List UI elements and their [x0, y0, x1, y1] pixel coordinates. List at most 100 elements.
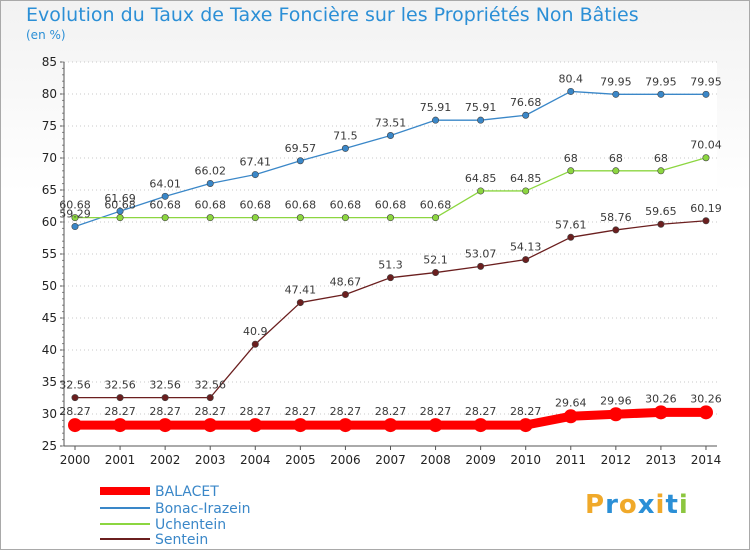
data-point — [567, 87, 575, 95]
data-label: 60.68 — [104, 199, 136, 212]
legend-label: Uchentein — [155, 517, 226, 533]
data-point — [612, 90, 620, 98]
data-point — [206, 179, 214, 187]
data-point — [477, 116, 485, 124]
data-label: 68 — [564, 152, 578, 165]
data-point — [386, 214, 394, 222]
y-tick-label: 35 — [42, 375, 57, 389]
data-label: 28.27 — [285, 405, 317, 418]
data-label: 57.61 — [555, 218, 587, 231]
data-point — [657, 90, 665, 98]
data-label: 53.07 — [465, 247, 497, 260]
x-tick-label: 2004 — [240, 453, 271, 467]
data-label: 28.27 — [420, 405, 452, 418]
logo-letter: i — [655, 490, 666, 520]
data-point — [567, 233, 575, 241]
legend-label: BALACET — [155, 484, 219, 500]
data-point — [116, 214, 124, 222]
x-tick-label: 2003 — [195, 453, 226, 467]
x-tick-label: 2007 — [375, 453, 406, 467]
y-tick-label: 55 — [42, 247, 57, 261]
logo-letter: o — [618, 490, 638, 520]
data-point — [612, 226, 620, 234]
x-tick-label: 2011 — [555, 453, 586, 467]
data-point — [68, 418, 82, 433]
y-tick-label: 40 — [42, 343, 57, 357]
data-label: 32.56 — [104, 379, 136, 392]
data-point — [341, 214, 349, 222]
data-point — [293, 418, 308, 433]
data-point — [161, 192, 169, 200]
data-point — [251, 171, 259, 179]
x-tick-label: 2013 — [646, 453, 677, 467]
data-label: 60.19 — [690, 202, 722, 215]
data-label: 60.68 — [330, 199, 362, 212]
x-tick-label: 2005 — [285, 453, 316, 467]
data-label: 40.9 — [243, 325, 268, 338]
data-label: 60.68 — [285, 199, 317, 212]
data-label: 47.41 — [285, 284, 317, 297]
data-label: 30.26 — [645, 392, 677, 405]
y-tick-label: 65 — [42, 183, 57, 197]
x-tick-label: 2001 — [105, 453, 136, 467]
logo-letter: r — [605, 490, 619, 520]
data-label: 67.41 — [240, 156, 272, 169]
data-label: 28.27 — [330, 405, 362, 418]
data-point — [653, 405, 668, 420]
data-point — [161, 214, 169, 222]
data-point — [612, 167, 620, 175]
legend-label: Sentein — [155, 532, 208, 548]
data-label: 29.64 — [555, 396, 587, 409]
data-point — [477, 262, 485, 270]
data-point — [608, 407, 623, 422]
data-point — [251, 340, 259, 348]
unit-label: (en %) — [26, 28, 66, 42]
logo-letter: t — [665, 490, 679, 520]
data-label: 28.27 — [104, 405, 136, 418]
data-label: 64.85 — [465, 172, 497, 185]
x-tick-label: 2009 — [465, 453, 496, 467]
data-label: 32.56 — [59, 379, 91, 392]
data-label: 51.3 — [378, 259, 403, 272]
data-label: 29.96 — [600, 394, 632, 407]
x-tick-label: 2006 — [330, 453, 361, 467]
data-label: 73.51 — [375, 117, 407, 130]
data-label: 69.57 — [285, 142, 317, 155]
y-tick-label: 85 — [42, 55, 57, 69]
data-point — [71, 214, 79, 222]
data-label: 52.1 — [423, 254, 448, 267]
data-point — [522, 256, 530, 264]
data-point — [203, 418, 218, 433]
data-label: 60.68 — [59, 199, 91, 212]
data-point — [567, 167, 575, 175]
y-tick-label: 80 — [42, 87, 57, 101]
data-point — [338, 418, 353, 433]
data-point — [522, 187, 530, 195]
data-point — [657, 220, 665, 228]
proxiti-logo: Proxiti — [585, 490, 689, 520]
y-tick-label: 30 — [42, 407, 57, 421]
data-point — [296, 157, 304, 165]
logo-letter: i — [678, 490, 689, 520]
data-point — [71, 394, 79, 402]
data-point — [386, 132, 394, 140]
data-label: 79.95 — [600, 75, 632, 88]
data-point — [428, 418, 443, 433]
data-point — [432, 214, 440, 222]
data-label: 61.69 — [104, 192, 136, 205]
data-point — [386, 274, 394, 282]
data-point — [563, 409, 578, 424]
data-point — [296, 214, 304, 222]
data-point — [432, 116, 440, 124]
x-tick-label: 2002 — [150, 453, 181, 467]
data-point — [161, 394, 169, 402]
y-tick-label: 60 — [42, 215, 57, 229]
data-point — [522, 111, 530, 119]
data-label: 71.5 — [333, 129, 358, 142]
data-point — [206, 394, 214, 402]
data-point — [698, 405, 713, 420]
y-tick-label: 75 — [42, 119, 57, 133]
legend-label: Bonac-Irazein — [155, 501, 251, 517]
data-point — [341, 291, 349, 299]
data-label: 75.91 — [465, 101, 497, 114]
